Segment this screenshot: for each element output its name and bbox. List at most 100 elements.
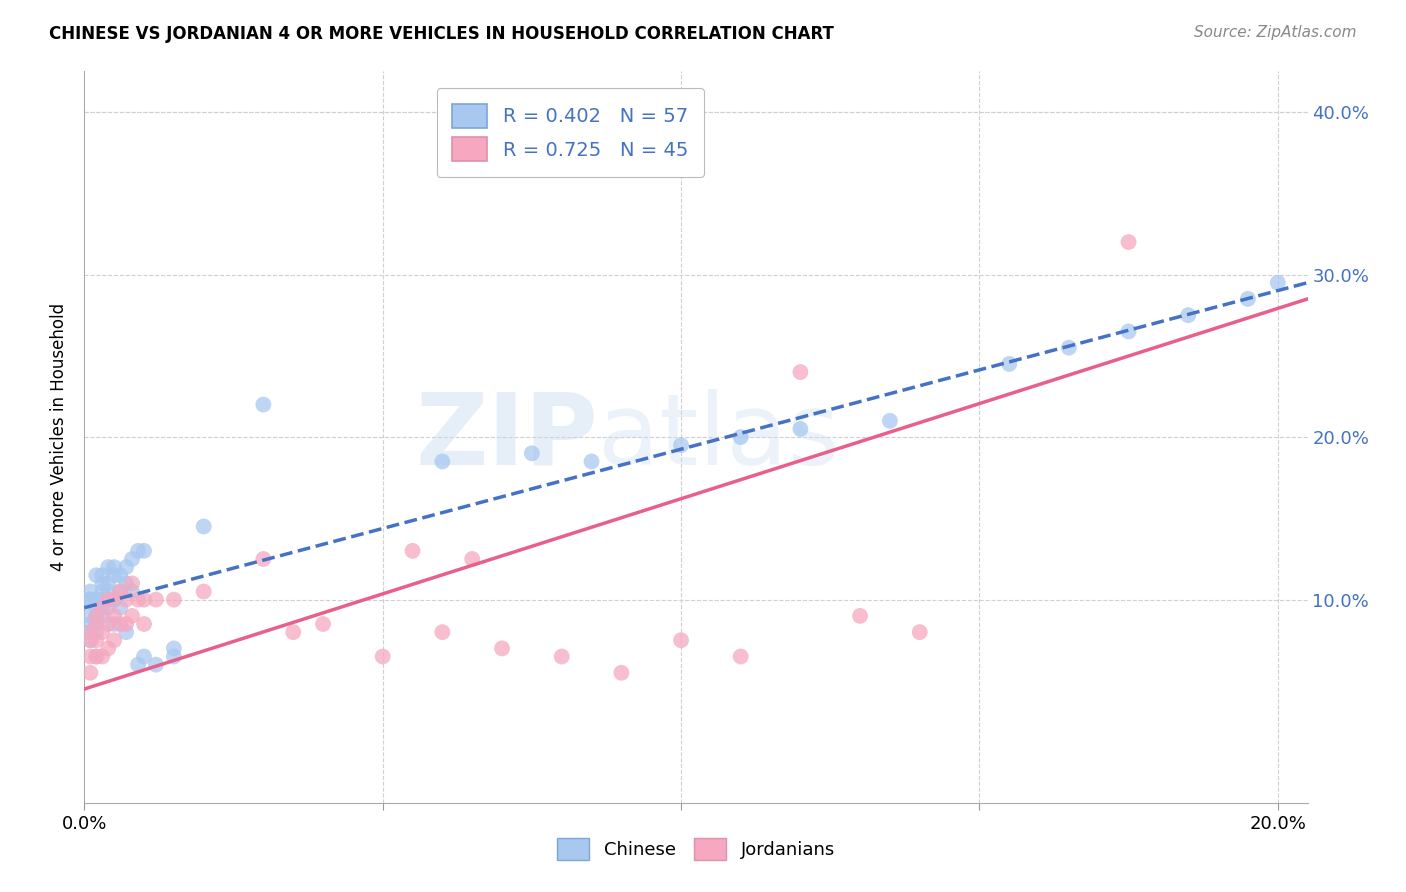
Point bbox=[132, 617, 155, 632]
Point bbox=[79, 649, 101, 664]
Point bbox=[163, 592, 186, 607]
Point bbox=[108, 617, 131, 632]
Point bbox=[115, 592, 138, 607]
Point bbox=[121, 576, 143, 591]
Point bbox=[132, 544, 155, 558]
Point bbox=[432, 625, 454, 640]
Point bbox=[908, 625, 931, 640]
Point bbox=[312, 617, 335, 632]
Point bbox=[103, 568, 125, 582]
Point bbox=[91, 600, 114, 615]
Point bbox=[91, 576, 114, 591]
Point bbox=[84, 568, 107, 582]
Point bbox=[84, 633, 107, 648]
Point bbox=[127, 544, 149, 558]
Point bbox=[79, 592, 101, 607]
Point bbox=[103, 617, 125, 632]
Point bbox=[163, 641, 186, 656]
Point bbox=[91, 568, 114, 582]
Point bbox=[108, 568, 131, 582]
Point bbox=[84, 608, 107, 623]
Point bbox=[84, 649, 107, 664]
Point bbox=[998, 357, 1021, 371]
Point bbox=[145, 657, 167, 672]
Point bbox=[108, 600, 131, 615]
Point bbox=[115, 625, 138, 640]
Point bbox=[121, 608, 143, 623]
Point bbox=[551, 649, 574, 664]
Text: ZIP: ZIP bbox=[415, 389, 598, 485]
Point bbox=[1177, 308, 1199, 322]
Text: Source: ZipAtlas.com: Source: ZipAtlas.com bbox=[1194, 25, 1357, 40]
Point bbox=[371, 649, 394, 664]
Point bbox=[115, 576, 138, 591]
Point bbox=[103, 592, 125, 607]
Point bbox=[789, 365, 811, 379]
Point bbox=[103, 592, 125, 607]
Point bbox=[103, 633, 125, 648]
Point bbox=[79, 617, 101, 632]
Point bbox=[97, 584, 120, 599]
Point bbox=[79, 633, 101, 648]
Point bbox=[79, 625, 101, 640]
Point bbox=[79, 608, 101, 623]
Point bbox=[91, 625, 114, 640]
Point bbox=[84, 617, 107, 632]
Point bbox=[79, 665, 101, 680]
Point bbox=[97, 641, 120, 656]
Point bbox=[252, 398, 274, 412]
Point bbox=[79, 625, 101, 640]
Point bbox=[121, 584, 143, 599]
Point bbox=[879, 414, 901, 428]
Y-axis label: 4 or more Vehicles in Household: 4 or more Vehicles in Household bbox=[51, 303, 69, 571]
Point bbox=[789, 422, 811, 436]
Point bbox=[91, 608, 114, 623]
Point bbox=[97, 592, 120, 607]
Text: atlas: atlas bbox=[598, 389, 839, 485]
Point bbox=[84, 617, 107, 632]
Point bbox=[84, 625, 107, 640]
Point bbox=[84, 649, 107, 664]
Point bbox=[84, 600, 107, 615]
Point bbox=[163, 649, 186, 664]
Point bbox=[401, 544, 423, 558]
Point bbox=[79, 633, 101, 648]
Point bbox=[432, 454, 454, 468]
Point bbox=[91, 592, 114, 607]
Point bbox=[491, 641, 513, 656]
Point bbox=[108, 584, 131, 599]
Point bbox=[520, 446, 543, 460]
Point bbox=[97, 576, 120, 591]
Point bbox=[115, 617, 138, 632]
Point bbox=[108, 584, 131, 599]
Point bbox=[1118, 325, 1140, 339]
Point bbox=[103, 560, 125, 574]
Point bbox=[1237, 292, 1260, 306]
Point bbox=[252, 552, 274, 566]
Point bbox=[97, 617, 120, 632]
Point bbox=[283, 625, 305, 640]
Point bbox=[97, 560, 120, 574]
Point bbox=[669, 633, 692, 648]
Point bbox=[581, 454, 603, 468]
Point bbox=[91, 584, 114, 599]
Point bbox=[121, 552, 143, 566]
Point bbox=[461, 552, 484, 566]
Text: CHINESE VS JORDANIAN 4 OR MORE VEHICLES IN HOUSEHOLD CORRELATION CHART: CHINESE VS JORDANIAN 4 OR MORE VEHICLES … bbox=[49, 25, 834, 43]
Legend: Chinese, Jordanians: Chinese, Jordanians bbox=[550, 830, 842, 867]
Point bbox=[610, 665, 633, 680]
Point bbox=[132, 649, 155, 664]
Point bbox=[84, 592, 107, 607]
Point bbox=[145, 592, 167, 607]
Point bbox=[97, 600, 120, 615]
Point bbox=[669, 438, 692, 452]
Point bbox=[103, 608, 125, 623]
Point bbox=[1057, 341, 1080, 355]
Point bbox=[79, 584, 101, 599]
Point bbox=[1118, 235, 1140, 249]
Point bbox=[127, 592, 149, 607]
Point bbox=[91, 649, 114, 664]
Point bbox=[730, 430, 752, 444]
Point bbox=[132, 592, 155, 607]
Point bbox=[127, 657, 149, 672]
